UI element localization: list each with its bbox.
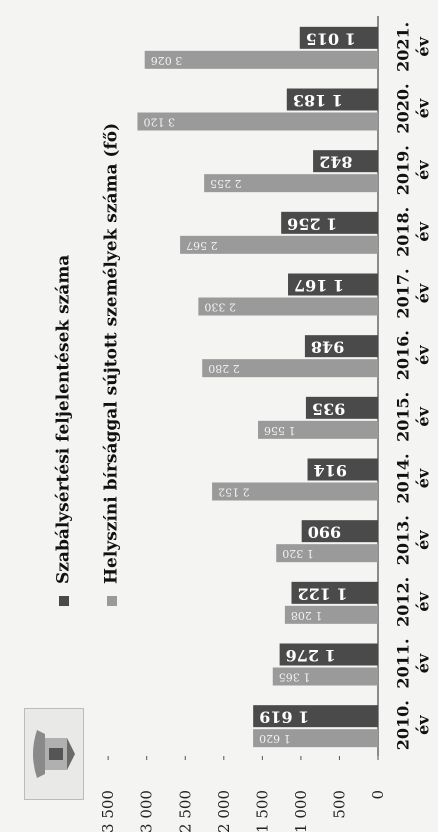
category-label-unit: év — [414, 160, 433, 180]
bar-series-2 — [253, 729, 378, 748]
bar-series-2 — [212, 482, 378, 501]
value-tick-label: 500 — [330, 790, 348, 819]
category-label-year: 2013. — [394, 515, 413, 565]
category-label-year: 2019. — [394, 145, 413, 195]
data-label-series-1: 1 276 — [286, 646, 336, 665]
legend-label: Helyszíni bírsággal sújtott személyek sz… — [102, 123, 122, 584]
data-label-series-1: 990 — [308, 523, 341, 542]
data-label-series-1: 914 — [314, 461, 347, 480]
category-label-year: 2010. — [394, 700, 413, 750]
data-label-series-1: 1 619 — [259, 708, 309, 727]
data-label-series-2: 1 620 — [259, 732, 291, 745]
bar-series-1 — [304, 335, 378, 358]
category-label-unit: év — [414, 530, 433, 550]
data-label-series-1: 935 — [312, 399, 345, 418]
bar-series-2 — [198, 297, 378, 316]
bar-series-1 — [299, 26, 378, 49]
data-label-series-2: 3 026 — [151, 54, 183, 67]
value-tick-label: 3 000 — [138, 790, 156, 832]
bar-series-1 — [286, 88, 378, 111]
category-label-year: 2011. — [394, 638, 413, 688]
data-label-series-2: 2 280 — [208, 362, 240, 375]
category-label-unit: év — [414, 36, 433, 56]
value-tick-label: 3 500 — [99, 790, 117, 832]
bar-series-2 — [284, 605, 378, 624]
category-label-unit: év — [414, 221, 433, 241]
category-label-unit: év — [414, 591, 433, 611]
data-label-series-1: 1 122 — [297, 584, 347, 603]
value-tick-label: 1 000 — [292, 790, 310, 832]
data-label-series-2: 1 208 — [291, 609, 323, 622]
bar-series-1 — [279, 643, 378, 666]
bar-series-2 — [202, 359, 378, 378]
data-label-series-1: 1 256 — [287, 214, 337, 233]
police-crest-logo — [24, 708, 84, 800]
bar-series-2 — [137, 112, 378, 131]
bar-series-1 — [291, 581, 378, 604]
data-label-series-2: 2 567 — [186, 239, 218, 252]
value-tick-label: 0 — [369, 790, 387, 800]
category-label-year: 2012. — [394, 577, 413, 627]
data-label-series-1: 842 — [319, 153, 352, 172]
category-label-year: 2021. — [394, 22, 413, 72]
bar-series-1 — [307, 458, 378, 481]
bar-series-2 — [204, 174, 378, 193]
value-tick-label: 1 500 — [253, 790, 271, 832]
data-label-series-1: 1 183 — [293, 91, 343, 110]
category-label-unit: év — [414, 98, 433, 118]
category-label-unit: év — [414, 468, 433, 488]
category-label-year: 2016. — [394, 330, 413, 380]
category-label-unit: év — [414, 345, 433, 365]
value-tick-label: 2 000 — [215, 790, 233, 832]
category-label-year: 2015. — [394, 392, 413, 442]
data-label-series-2: 2 255 — [210, 177, 242, 190]
bar-series-1 — [288, 273, 378, 296]
data-label-series-1: 1 015 — [306, 29, 356, 48]
bar-series-2 — [276, 544, 378, 563]
data-label-series-2: 2 152 — [218, 486, 250, 499]
data-label-series-2: 2 330 — [204, 301, 236, 314]
legend-label: Szabálysértési feljelentések száma — [54, 255, 74, 584]
legend-swatch — [107, 596, 117, 606]
data-label-series-1: 948 — [311, 338, 344, 357]
data-label-series-2: 1 556 — [264, 424, 296, 437]
bar-series-1 — [253, 705, 378, 728]
bar-series-1 — [301, 520, 378, 543]
bar-series-1 — [305, 396, 378, 419]
data-label-series-1: 1 167 — [294, 276, 344, 295]
data-label-series-2: 1 320 — [282, 547, 314, 560]
bar-series-1 — [313, 150, 378, 173]
bar-series-2 — [144, 50, 378, 69]
bar-series-1 — [281, 211, 378, 234]
value-tick-label: 2 500 — [176, 790, 194, 832]
bar-series-2 — [258, 420, 378, 439]
category-label-unit: év — [414, 653, 433, 673]
bar-series-2 — [272, 667, 378, 686]
category-label-year: 2020. — [394, 83, 413, 133]
category-label-year: 2014. — [394, 453, 413, 503]
category-label-unit: év — [414, 715, 433, 735]
legend-swatch — [59, 596, 69, 606]
category-label-unit: év — [414, 283, 433, 303]
data-label-series-2: 3 120 — [143, 116, 175, 129]
data-label-series-2: 1 365 — [279, 671, 311, 684]
bar-series-2 — [180, 235, 378, 254]
category-label-year: 2018. — [394, 207, 413, 257]
category-label-year: 2017. — [394, 268, 413, 318]
category-label-unit: év — [414, 406, 433, 426]
